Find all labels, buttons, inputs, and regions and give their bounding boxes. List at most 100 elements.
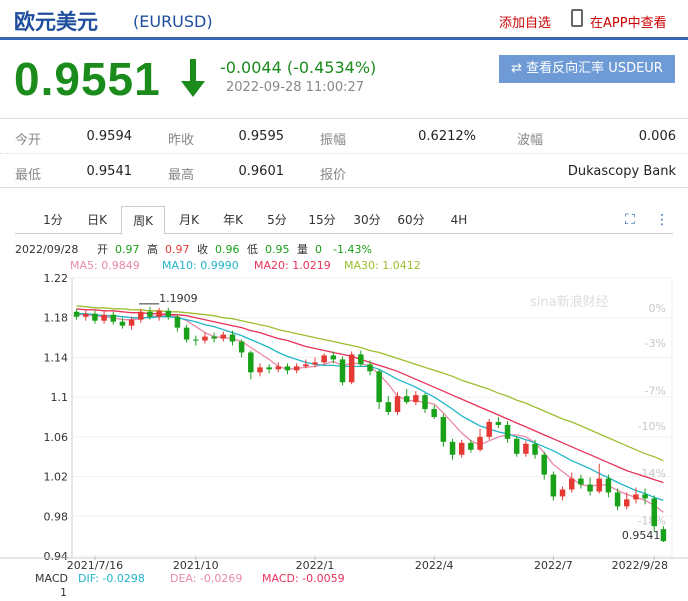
- stat-label: 报价: [320, 168, 347, 183]
- tab-60min[interactable]: 60分: [397, 213, 425, 227]
- candle: [523, 443, 529, 454]
- period-tabs: 1分 日K 周K 月K 年K 5分 15分 30分 60分 4H ⛶ ⋮: [15, 206, 673, 235]
- view-in-app-button[interactable]: 在APP中查看: [590, 16, 667, 31]
- candle: [449, 441, 456, 455]
- tab-daily[interactable]: 日K: [87, 213, 107, 227]
- candle: [633, 494, 639, 500]
- current-price: 0.9551: [14, 53, 161, 105]
- candle: [458, 442, 465, 455]
- candle: [651, 498, 657, 527]
- tab-monthly[interactable]: 月K: [179, 213, 199, 227]
- tab-30min[interactable]: 30分: [353, 213, 381, 227]
- ma-legend-item: MA10: 0.9990: [162, 259, 239, 272]
- stat-value: 0.006: [638, 129, 676, 144]
- candle: [293, 366, 300, 371]
- candle: [193, 339, 199, 341]
- candle: [495, 421, 502, 425]
- watermark: sina新浪财经: [530, 294, 609, 310]
- candle: [550, 474, 557, 497]
- candle: [275, 366, 282, 370]
- macd-legend-item: DIF: -0.0298: [78, 572, 145, 585]
- arrow-down-icon: [181, 59, 205, 97]
- stat-value: 0.6212%: [418, 129, 476, 144]
- ma-legend-item: MA20: 1.0219: [254, 259, 331, 272]
- macd-legend-item: MACD: [35, 572, 68, 585]
- price-change: -0.0044 (-0.4534%): [220, 58, 377, 77]
- x-tick-label: 2022/4: [415, 559, 454, 572]
- pct-tick-label: 0%: [649, 302, 666, 315]
- more-icon[interactable]: ⋮: [655, 212, 669, 228]
- pair-code: (EURUSD): [133, 12, 213, 31]
- stat-label: 今开: [15, 133, 42, 148]
- stat-label: 波幅: [517, 133, 544, 148]
- candle: [119, 321, 126, 326]
- ma-legend: MA5: 0.9849 MA10: 0.9990 MA20: 1.0219 MA30:…: [70, 259, 421, 272]
- ma10-line: [76, 313, 664, 502]
- info-item: 0.97: [115, 243, 140, 256]
- candle: [229, 334, 236, 342]
- candle: [110, 314, 117, 322]
- tab-weekly[interactable]: 周K: [121, 206, 165, 235]
- macd-legend: MACD DIF: -0.0298 DEA: -0.0269 MACD: -0.005…: [35, 572, 345, 599]
- candle: [504, 424, 511, 439]
- candle: [623, 499, 630, 507]
- stat-value: Dukascopy Bank: [567, 164, 676, 179]
- candle: [413, 395, 419, 403]
- ma5-line: [76, 314, 664, 513]
- info-item: -1.43%: [333, 243, 372, 256]
- candle: [468, 442, 474, 450]
- stat-label: 最高: [168, 168, 195, 183]
- x-tick-label: 2022/9/28: [612, 559, 668, 572]
- candle: [394, 396, 401, 413]
- quote-time: 2022-09-28 11:00:27: [226, 80, 365, 95]
- info-item: 量: [297, 243, 308, 256]
- candle: [403, 396, 410, 403]
- candle: [559, 489, 566, 497]
- candle: [367, 364, 373, 372]
- ma30-line: [76, 305, 664, 462]
- y-tick-label: 1.1: [51, 391, 69, 404]
- tab-4h[interactable]: 4H: [450, 213, 468, 227]
- ma-legend-item: MA30: 1.0412: [344, 259, 421, 272]
- info-item: 低: [247, 243, 258, 256]
- phone-icon: [571, 9, 583, 27]
- candle: [303, 364, 309, 367]
- candle: [156, 310, 162, 317]
- x-tick-label: 2022/1: [296, 559, 335, 572]
- candle: [440, 417, 447, 442]
- candle: [147, 311, 153, 317]
- candle: [330, 355, 337, 360]
- candle: [642, 494, 648, 499]
- candle: [513, 438, 520, 454]
- candle: [358, 354, 364, 365]
- x-tick-label: 2021/7/16: [67, 559, 123, 572]
- candle: [422, 395, 428, 410]
- tab-yearly[interactable]: 年K: [223, 213, 243, 227]
- candle: [92, 313, 98, 321]
- fullscreen-icon[interactable]: ⛶: [625, 212, 635, 228]
- candle: [211, 336, 217, 339]
- candle: [220, 334, 227, 339]
- candle: [532, 443, 538, 455]
- stat-value: 0.9601: [238, 164, 285, 179]
- candle: [248, 352, 254, 373]
- candle: [321, 355, 327, 363]
- tab-1min[interactable]: 1分: [43, 213, 63, 227]
- y-tick-label: 0.94: [44, 550, 69, 563]
- tab-15min[interactable]: 15分: [308, 213, 336, 227]
- candlestick-chart: 2022/09/28 开 0.97 高 0.97 收 0.96 低 0.95 量 0 -1.43% M…: [0, 242, 688, 599]
- info-item: 0.95: [265, 243, 290, 256]
- reverse-rate-button[interactable]: ⇄ 查看反向汇率 USDEUR: [499, 55, 675, 83]
- candle: [73, 311, 80, 317]
- candle: [174, 316, 181, 328]
- x-tick-label: 2022/7: [534, 559, 573, 572]
- y-tick-label: 1.14: [44, 351, 69, 364]
- add-favorite-button[interactable]: 添加自选: [499, 16, 552, 31]
- info-item: 0: [315, 243, 322, 256]
- candle: [339, 359, 346, 383]
- candle: [660, 529, 667, 542]
- info-item: 高: [147, 242, 158, 256]
- candle: [284, 366, 291, 371]
- tab-5min[interactable]: 5分: [267, 213, 287, 227]
- y-tick-label: 1.18: [44, 312, 69, 325]
